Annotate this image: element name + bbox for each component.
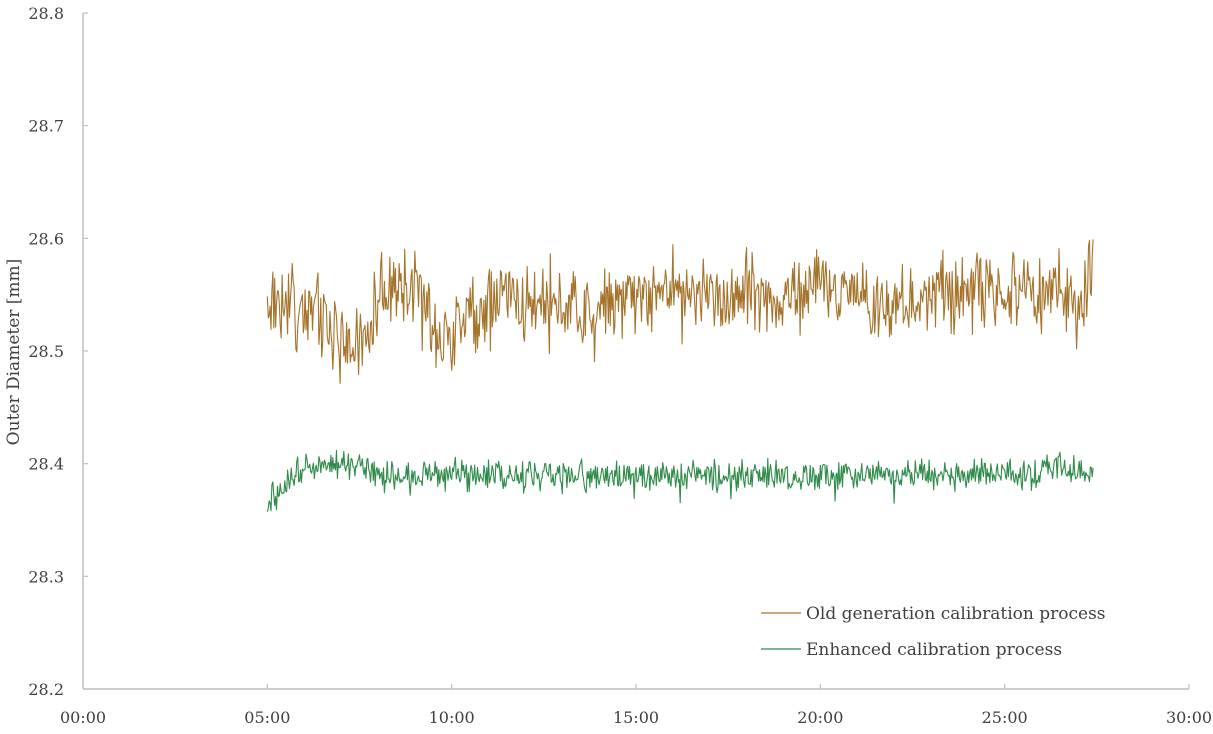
y-tick-label: 28.3 xyxy=(28,567,64,586)
legend-label-old: Old generation calibration process xyxy=(806,604,1106,624)
series-enhanced-line xyxy=(266,450,1094,512)
x-tick-label: 15:00 xyxy=(613,708,659,727)
y-tick-label: 28.8 xyxy=(28,4,64,23)
y-tick-label: 28.7 xyxy=(28,117,64,136)
y-axis-title: Outer Diameter [mm] xyxy=(4,259,24,446)
plot-series xyxy=(266,239,1094,512)
legend-label-enhanced: Enhanced calibration process xyxy=(806,640,1062,660)
x-axis: 00:00 05:00 10:00 15:00 20:00 25:00 30:00 xyxy=(60,684,1212,727)
x-tick-label: 30:00 xyxy=(1166,708,1212,727)
x-tick-label: 25:00 xyxy=(982,708,1028,727)
x-tick-label: 05:00 xyxy=(244,708,290,727)
y-tick-label: 28.4 xyxy=(28,455,64,474)
y-axis: 28.2 28.3 28.4 28.5 28.6 28.7 28.8 xyxy=(28,4,88,699)
series-old-generation-line xyxy=(266,239,1094,384)
y-tick-label: 28.6 xyxy=(28,229,64,248)
legend: Old generation calibration process Enhan… xyxy=(761,604,1106,660)
y-tick-label: 28.5 xyxy=(28,342,64,361)
y-tick-label: 28.2 xyxy=(28,680,64,699)
legend-item-old: Old generation calibration process xyxy=(761,604,1106,624)
x-tick-label: 10:00 xyxy=(429,708,475,727)
legend-item-enhanced: Enhanced calibration process xyxy=(761,640,1062,660)
x-tick-label: 20:00 xyxy=(797,708,843,727)
x-tick-label: 00:00 xyxy=(60,708,106,727)
